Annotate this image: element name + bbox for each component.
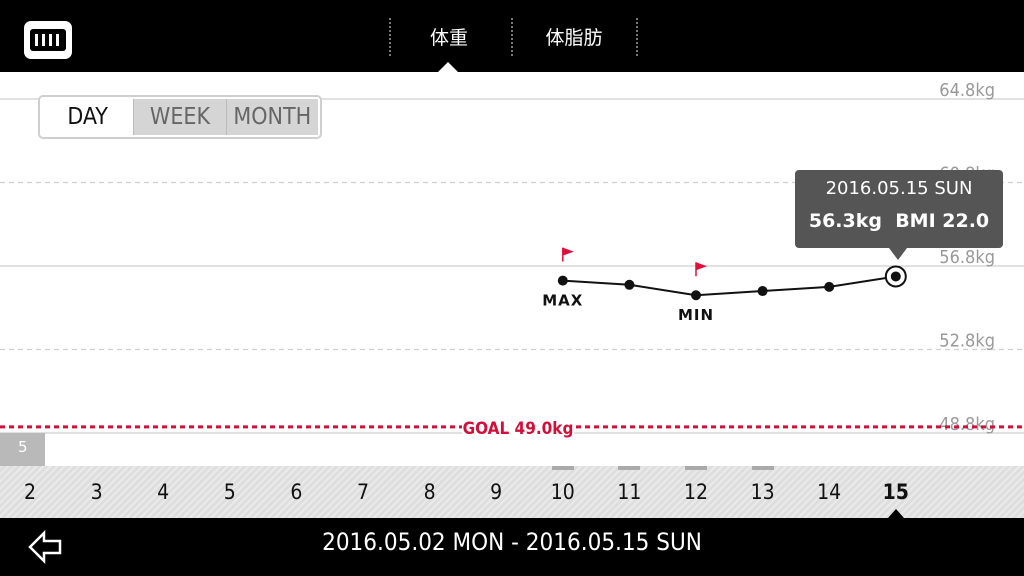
bottom-bar (0, 518, 1024, 576)
range-day-button[interactable]: DAY (42, 99, 134, 135)
day-data-mark (685, 466, 707, 470)
flag-icon (562, 247, 574, 256)
top-bar: 体重 体脂肪 (0, 0, 1024, 72)
tooltip-date: 2016.05.15 SUN (825, 178, 973, 199)
data-point[interactable] (824, 281, 835, 292)
tab-weight[interactable]: 体重 (429, 27, 468, 49)
day-label-9[interactable]: 9 (490, 480, 503, 504)
back-arrow-icon[interactable] (26, 530, 66, 564)
data-point[interactable] (691, 290, 701, 301)
flag-icon (696, 262, 707, 271)
tab-separator (511, 18, 513, 56)
y-tick-label: 48.8kg (939, 414, 995, 435)
day-data-mark (618, 466, 641, 470)
data-point[interactable] (757, 286, 768, 297)
day-label-10[interactable]: 10 (550, 480, 575, 504)
tab-separator (636, 18, 638, 56)
tooltip-pointer (889, 248, 907, 260)
y-tick-label: 56.8kg (939, 247, 995, 268)
weight-series-line (562, 275, 896, 297)
selected-day-pointer (888, 509, 904, 518)
range-month-button[interactable]: MONTH (225, 99, 318, 135)
range-toggle: DAY WEEK MONTH (38, 95, 322, 139)
day-label-13[interactable]: 13 (750, 480, 775, 504)
day-label-14[interactable]: 14 (817, 480, 842, 504)
date-range-label: 2016.05.02 MON - 2016.05.15 SUN (322, 528, 702, 556)
goal-label: GOAL 49.0kg (463, 419, 574, 439)
tooltip-summary: 56.3kg BMI 22.0 (808, 210, 990, 232)
min-label: MIN (678, 306, 714, 324)
day-label-6[interactable]: 6 (290, 480, 303, 504)
tab-separator (389, 18, 391, 56)
scale-icon[interactable] (24, 21, 72, 59)
active-tab-indicator (438, 62, 458, 72)
day-label-11[interactable]: 11 (617, 480, 642, 504)
max-label: MAX (542, 292, 583, 310)
data-point[interactable] (557, 275, 568, 286)
day-label-4[interactable]: 4 (157, 480, 170, 504)
data-point[interactable] (890, 271, 901, 282)
day-label-12[interactable]: 12 (683, 480, 709, 504)
y-tick-label: 64.8kg (939, 80, 995, 101)
day-strip[interactable] (0, 466, 1024, 518)
day-label-3[interactable]: 3 (90, 480, 103, 504)
day-data-mark (551, 466, 574, 470)
tab-body-fat[interactable]: 体脂肪 (545, 27, 603, 49)
day-data-mark (751, 466, 774, 470)
day-label-5[interactable]: 5 (223, 480, 236, 504)
y-tick-label: 52.8kg (939, 331, 995, 352)
day-label-15[interactable]: 15 (882, 480, 909, 504)
range-week-button[interactable]: WEEK (133, 99, 226, 135)
data-point[interactable] (624, 279, 635, 290)
day-label-8[interactable]: 8 (423, 480, 436, 504)
goal-label-bg (462, 414, 574, 437)
month-badge: 5 (0, 433, 45, 466)
selected-point-tooltip: 2016.05.15 SUN 56.3kg BMI 22.0 (795, 170, 1003, 260)
day-label-7[interactable]: 7 (356, 480, 370, 504)
day-label-2[interactable]: 2 (23, 480, 37, 504)
